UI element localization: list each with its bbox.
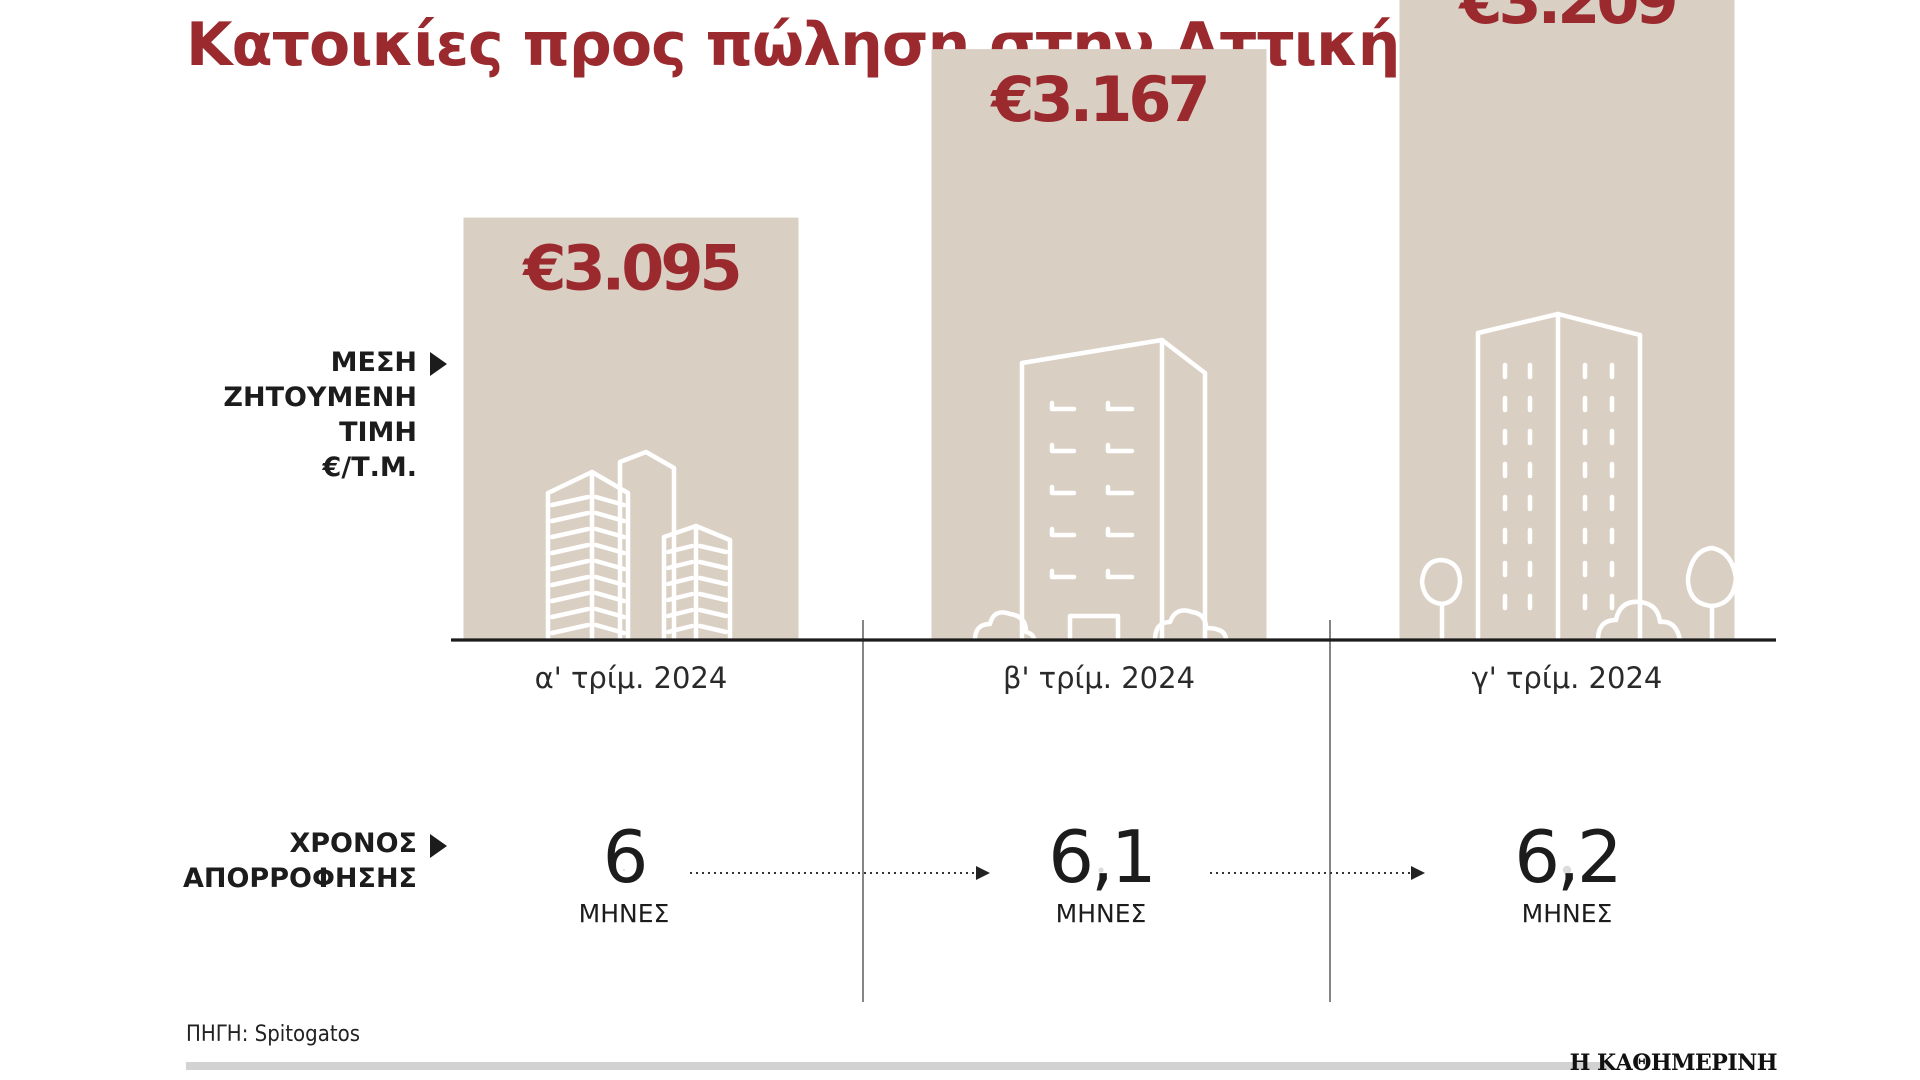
category-label: α' τρίμ. 2024 [535,661,728,695]
category-label: γ' τρίμ. 2024 [1472,661,1663,695]
bar [463,217,799,640]
trend-arrow-icon [1411,866,1425,880]
absorption-row-label: ΧΡΟΝΟΣ ΑΠΟΡΡΟΦΗΣΗΣ [182,828,417,894]
category-label: β' τρίμ. 2024 [1003,661,1195,695]
absorption-unit-label: ΜΗΝΕΣ [1056,899,1147,928]
absorption-circle [623,869,625,871]
absorption-unit-label: ΜΗΝΕΣ [579,899,670,928]
price-row-arrow-icon [430,352,447,376]
absorption-row-arrow-icon [430,834,447,858]
apartment-building-icon [972,337,1229,643]
footer-bar [186,1062,1610,1070]
absorption-circle [1562,865,1572,875]
price-row-label: ΜΕΣΗ ΖΗΤΟΥΜΕΝΗ ΤΙΜΗ €/Τ.Μ. [223,347,417,483]
absorption-unit-label: ΜΗΝΕΣ [1522,899,1613,928]
source-note: ΠΗΓΗ: Spitogatos [186,1022,361,1047]
absorption-circle [1098,867,1104,873]
trend-arrow-icon [976,866,990,880]
publisher-brand: Η ΚΑΘΗΜΕΡΙΝΗ [1569,1050,1778,1076]
bar [931,49,1267,641]
bar-value-label: €3.209 [1457,0,1675,38]
absorption-value-label: 6 [603,815,646,899]
absorption-value-label: 6,1 [1048,815,1154,899]
bar-value-label: €3.167 [989,63,1206,136]
bar-value-label: €3.095 [521,232,738,305]
bar [1399,0,1735,640]
office-buildings-icon [545,449,733,643]
tower-with-trees-icon [1419,311,1739,643]
absorption-value-label: 6,2 [1514,815,1620,899]
